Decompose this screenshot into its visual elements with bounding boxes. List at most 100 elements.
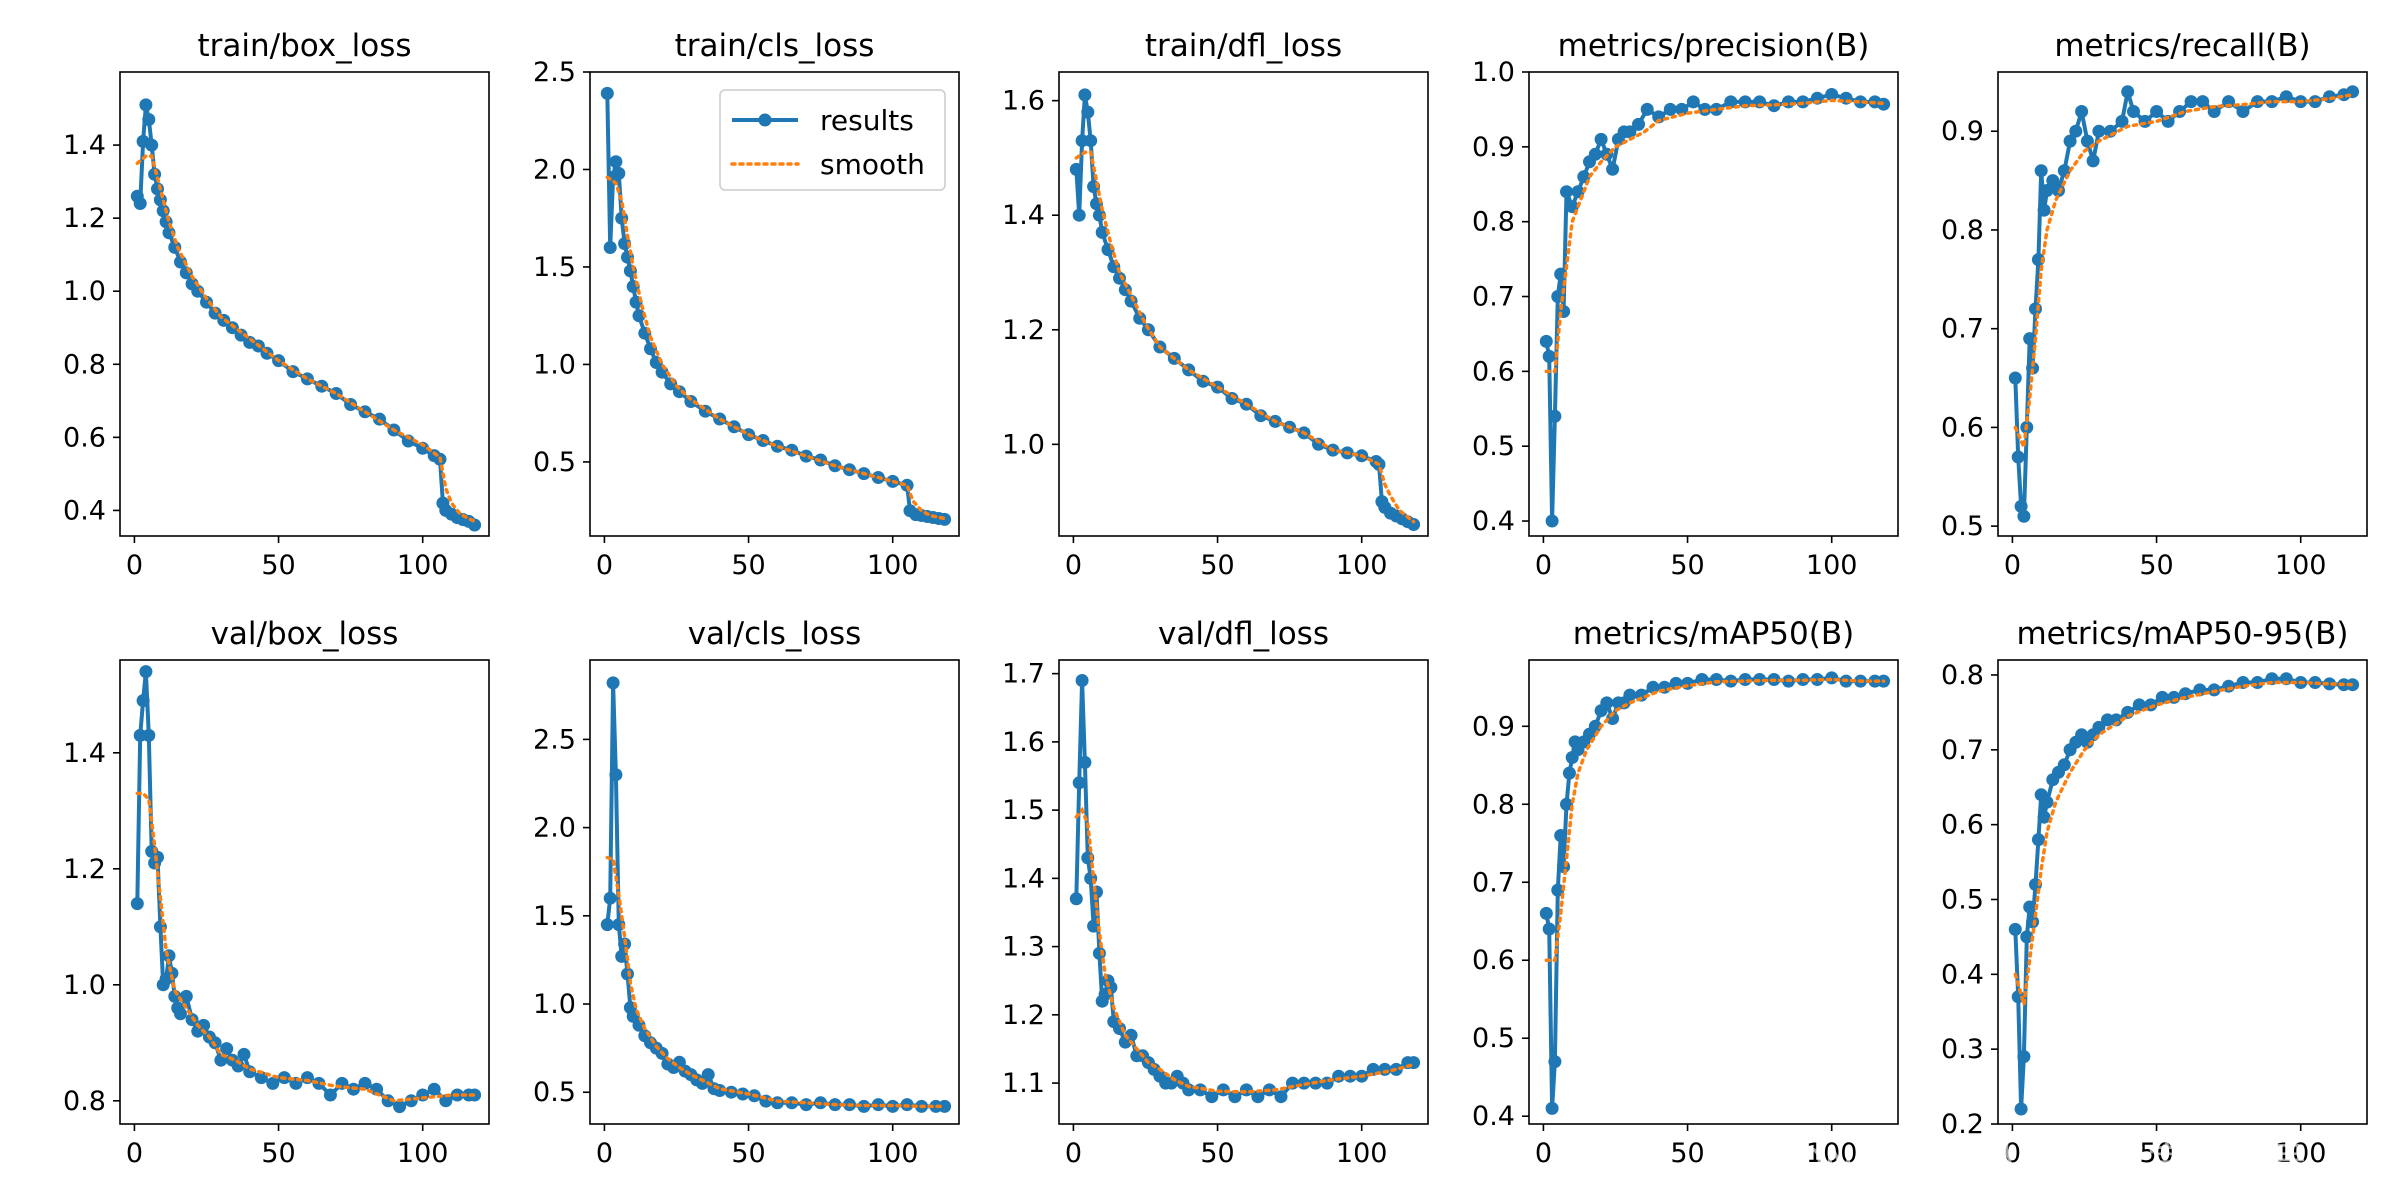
plot-area: [600, 86, 952, 526]
results-point: [1782, 95, 1795, 109]
x-tick-label: 0: [2004, 550, 2021, 581]
y-tick-label: 0.4: [1472, 506, 1515, 537]
results-point: [1825, 671, 1839, 685]
x-tick-label: 0: [126, 1138, 143, 1169]
y-tick-label: 0.8: [1472, 207, 1515, 238]
results-point: [603, 891, 617, 905]
results-point: [1562, 766, 1576, 780]
y-tick-label: 0.6: [1941, 412, 1984, 443]
results-point: [609, 768, 623, 782]
results-point: [1092, 208, 1106, 222]
results-point: [2265, 95, 2279, 109]
y-tick-label: 0.7: [1941, 314, 1984, 345]
y-tick-label: 1.0: [1002, 429, 1045, 460]
y-tick-label: 0.7: [1472, 867, 1515, 898]
results-point: [2063, 134, 2077, 148]
results-point: [606, 676, 620, 690]
results-point: [2109, 713, 2123, 727]
results-point: [1724, 95, 1738, 109]
results-point: [254, 1071, 268, 1085]
results-point: [1652, 110, 1666, 124]
x-tick-label: 0: [1065, 550, 1082, 581]
axes-frame: [1997, 71, 2368, 537]
x-tick-label: 100: [867, 550, 919, 581]
smooth-line: [605, 855, 947, 1109]
results-point: [130, 897, 144, 911]
smooth-line: [605, 175, 947, 521]
results-point: [1072, 776, 1086, 790]
axes-frame: [589, 659, 960, 1125]
subplot-title: metrics/mAP50-95(B): [2016, 616, 2348, 652]
results-point: [315, 379, 329, 393]
x-tick-label: 0: [1535, 550, 1552, 581]
results-point: [2017, 509, 2031, 523]
y-tick-label: 0.9: [1472, 711, 1515, 742]
results-point: [1225, 392, 1239, 405]
axes-frame: [119, 71, 490, 537]
results-point: [1854, 95, 1867, 109]
results-point: [197, 1018, 211, 1032]
results-point: [1600, 696, 1614, 710]
results-point: [139, 98, 153, 112]
subplot-title: val/cls_loss: [688, 616, 862, 652]
results-point: [1545, 1101, 1559, 1115]
results-point: [2236, 105, 2250, 118]
results-point: [1606, 162, 1620, 176]
y-tick-label: 0.6: [1472, 945, 1515, 976]
results-point: [1877, 97, 1891, 111]
results-point: [427, 1082, 441, 1096]
plot-area: [1069, 674, 1421, 1104]
results-point: [1686, 95, 1700, 109]
x-tick-label: 50: [1670, 1138, 1704, 1169]
y-tick-label: 0.7: [1941, 735, 1984, 766]
plot-area: [1539, 671, 1891, 1115]
results-point: [2069, 124, 2083, 138]
results-point: [2020, 930, 2034, 944]
axes-frame: [1528, 659, 1899, 1125]
subplot-title: metrics/recall(B): [2054, 28, 2310, 64]
y-tick-label: 1.2: [1002, 1000, 1045, 1031]
plot-area: [1539, 88, 1891, 528]
axes-frame: [119, 659, 490, 1125]
y-tick-label: 0.4: [1941, 959, 1984, 990]
smooth-line: [135, 791, 477, 1103]
results-point: [1594, 132, 1608, 146]
results-point: [1078, 755, 1092, 769]
results-point: [1084, 134, 1098, 148]
results-point: [2031, 833, 2045, 847]
results-point: [266, 1076, 280, 1090]
results-point: [401, 434, 415, 448]
results-point: [2184, 95, 2198, 109]
results-line: [135, 669, 475, 1109]
results-point: [2008, 371, 2022, 385]
results-point: [1810, 673, 1824, 686]
y-tick-label: 1.7: [1002, 659, 1045, 690]
results-point: [2034, 164, 2048, 178]
y-tick-label: 1.0: [533, 989, 576, 1020]
watermark: CSDN @斌擎人工智能官方账号: [1740, 1140, 2307, 1186]
y-tick-label: 0.8: [63, 1086, 106, 1117]
legend-smooth-label: smooth: [820, 148, 925, 181]
legend: results smooth: [719, 89, 946, 191]
y-tick-label: 0.6: [1472, 356, 1515, 387]
results-point: [1095, 225, 1109, 239]
smooth-line: [2013, 92, 2355, 454]
results-point: [174, 1007, 187, 1021]
results-point: [603, 241, 617, 254]
results-point: [615, 949, 629, 963]
results-point: [1709, 673, 1723, 686]
subplot-title: train/dfl_loss: [1145, 28, 1342, 64]
x-tick-label: 50: [1670, 550, 1704, 581]
y-tick-label: 2.5: [533, 57, 576, 88]
results-point: [1675, 102, 1689, 116]
y-tick-label: 1.4: [1002, 863, 1045, 894]
x-tick-label: 100: [2275, 550, 2327, 581]
x-tick-label: 100: [1336, 1138, 1388, 1169]
x-tick-label: 0: [126, 550, 143, 581]
y-tick-label: 0.7: [1472, 282, 1515, 313]
y-tick-label: 0.5: [1472, 1023, 1515, 1054]
legend-results-marker: [758, 113, 772, 127]
y-tick-label: 1.6: [1002, 727, 1045, 758]
x-tick-label: 50: [2139, 550, 2173, 581]
